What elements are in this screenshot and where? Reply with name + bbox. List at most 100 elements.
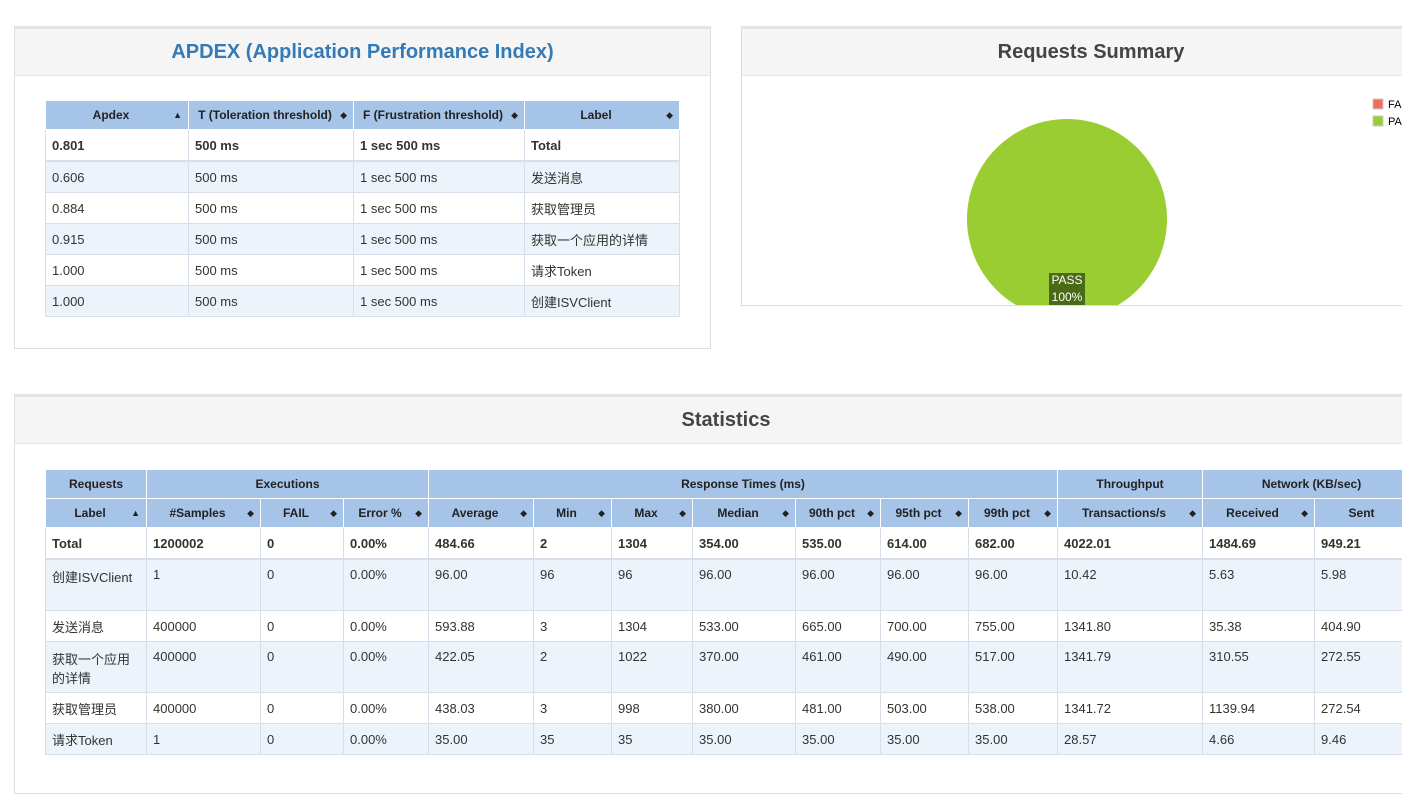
- apdex-title: APDEX (Application Performance Index): [15, 29, 710, 76]
- table-cell: 请求Token: [525, 255, 680, 286]
- table-cell: 1200002: [147, 528, 261, 560]
- table-cell: 0: [261, 693, 344, 724]
- table-cell: 998: [612, 693, 693, 724]
- table-cell: 310.55: [1203, 642, 1315, 693]
- table-cell: 35.38: [1203, 611, 1315, 642]
- table-cell: 1484.69: [1203, 528, 1315, 560]
- table-cell: 1.000: [46, 286, 189, 317]
- column-header[interactable]: T (Toleration threshold): [189, 101, 354, 130]
- table-cell: 500 ms: [189, 286, 354, 317]
- table-cell: 0.915: [46, 224, 189, 255]
- table-cell: 461.00: [796, 642, 881, 693]
- summary-panel: Requests Summary FAILPASS100%PASS: [741, 26, 1402, 306]
- table-cell: 96.00: [693, 559, 796, 611]
- table-cell: 0: [261, 611, 344, 642]
- table-cell: 1341.80: [1058, 611, 1203, 642]
- table-cell: 533.00: [693, 611, 796, 642]
- column-header[interactable]: Error %: [344, 499, 429, 528]
- column-header[interactable]: 90th pct: [796, 499, 881, 528]
- table-cell: 28.57: [1058, 724, 1203, 755]
- table-cell: 1 sec 500 ms: [354, 224, 525, 255]
- table-cell: 10.42: [1058, 559, 1203, 611]
- table-cell: 1: [147, 559, 261, 611]
- table-cell: 517.00: [969, 642, 1058, 693]
- table-cell: 272.54: [1315, 693, 1402, 724]
- page: APDEX (Application Performance Index) Ap…: [0, 0, 1402, 736]
- group-header: Network (KB/sec): [1203, 470, 1402, 499]
- statistics-title: Statistics: [15, 397, 1402, 444]
- header-row: ApdexT (Toleration threshold)F (Frustrat…: [46, 101, 680, 130]
- table-cell: 1341.72: [1058, 693, 1203, 724]
- table-cell: 96.00: [969, 559, 1058, 611]
- table-cell: 0.884: [46, 193, 189, 224]
- table-cell: 400000: [147, 693, 261, 724]
- column-header[interactable]: Median: [693, 499, 796, 528]
- apdex-panel: APDEX (Application Performance Index) Ap…: [14, 26, 711, 349]
- column-header[interactable]: Average: [429, 499, 534, 528]
- column-header[interactable]: #Samples: [147, 499, 261, 528]
- table-cell: 1.000: [46, 255, 189, 286]
- table-cell: 1 sec 500 ms: [354, 130, 525, 162]
- table-cell: 700.00: [881, 611, 969, 642]
- column-header[interactable]: Label: [46, 499, 147, 528]
- table-head: ApdexT (Toleration threshold)F (Frustrat…: [46, 101, 680, 130]
- table-cell: 发送消息: [525, 161, 680, 193]
- column-header[interactable]: Min: [534, 499, 612, 528]
- table-cell: 35: [612, 724, 693, 755]
- table-cell: 0.00%: [344, 642, 429, 693]
- table-cell: 获取一个应用的详情: [46, 642, 147, 693]
- table-cell: 500 ms: [189, 224, 354, 255]
- legend-label: PASS: [1388, 116, 1402, 128]
- table-cell: 400000: [147, 642, 261, 693]
- table-cell: 481.00: [796, 693, 881, 724]
- table-cell: 272.55: [1315, 642, 1402, 693]
- column-header[interactable]: Label: [525, 101, 680, 130]
- table-cell: 0.606: [46, 161, 189, 193]
- table-cell: 请求Token: [46, 724, 147, 755]
- apdex-table: ApdexT (Toleration threshold)F (Frustrat…: [45, 100, 680, 317]
- table-cell: 35.00: [429, 724, 534, 755]
- table-cell: 500 ms: [189, 193, 354, 224]
- column-header[interactable]: Max: [612, 499, 693, 528]
- column-header[interactable]: Sent: [1315, 499, 1402, 528]
- column-header[interactable]: F (Frustration threshold): [354, 101, 525, 130]
- table-cell: 4022.01: [1058, 528, 1203, 560]
- table-cell: 0: [261, 528, 344, 560]
- column-header[interactable]: 95th pct: [881, 499, 969, 528]
- table-cell: 1 sec 500 ms: [354, 286, 525, 317]
- table-cell: 370.00: [693, 642, 796, 693]
- table-cell: 503.00: [881, 693, 969, 724]
- group-header: Response Times (ms): [429, 470, 1058, 499]
- table-cell: 665.00: [796, 611, 881, 642]
- table-cell: 1304: [612, 528, 693, 560]
- table-cell: 1304: [612, 611, 693, 642]
- table-cell: 538.00: [969, 693, 1058, 724]
- column-header[interactable]: Transactions/s: [1058, 499, 1203, 528]
- table-cell: 3: [534, 611, 612, 642]
- table-cell: 2: [534, 642, 612, 693]
- column-header[interactable]: Received: [1203, 499, 1315, 528]
- column-header[interactable]: 99th pct: [969, 499, 1058, 528]
- table-cell: 35.00: [796, 724, 881, 755]
- header-row: Label#SamplesFAILError %AverageMinMaxMed…: [46, 499, 1402, 528]
- table-cell: 35.00: [881, 724, 969, 755]
- table-cell: 5.63: [1203, 559, 1315, 611]
- table-cell: 创建ISVClient: [525, 286, 680, 317]
- column-header[interactable]: FAIL: [261, 499, 344, 528]
- table-cell: 35.00: [693, 724, 796, 755]
- table-cell: 4.66: [1203, 724, 1315, 755]
- table-cell: 35: [534, 724, 612, 755]
- table-cell: 35.00: [969, 724, 1058, 755]
- column-header[interactable]: Apdex: [46, 101, 189, 130]
- table-cell: 400000: [147, 611, 261, 642]
- table-cell: 1 sec 500 ms: [354, 255, 525, 286]
